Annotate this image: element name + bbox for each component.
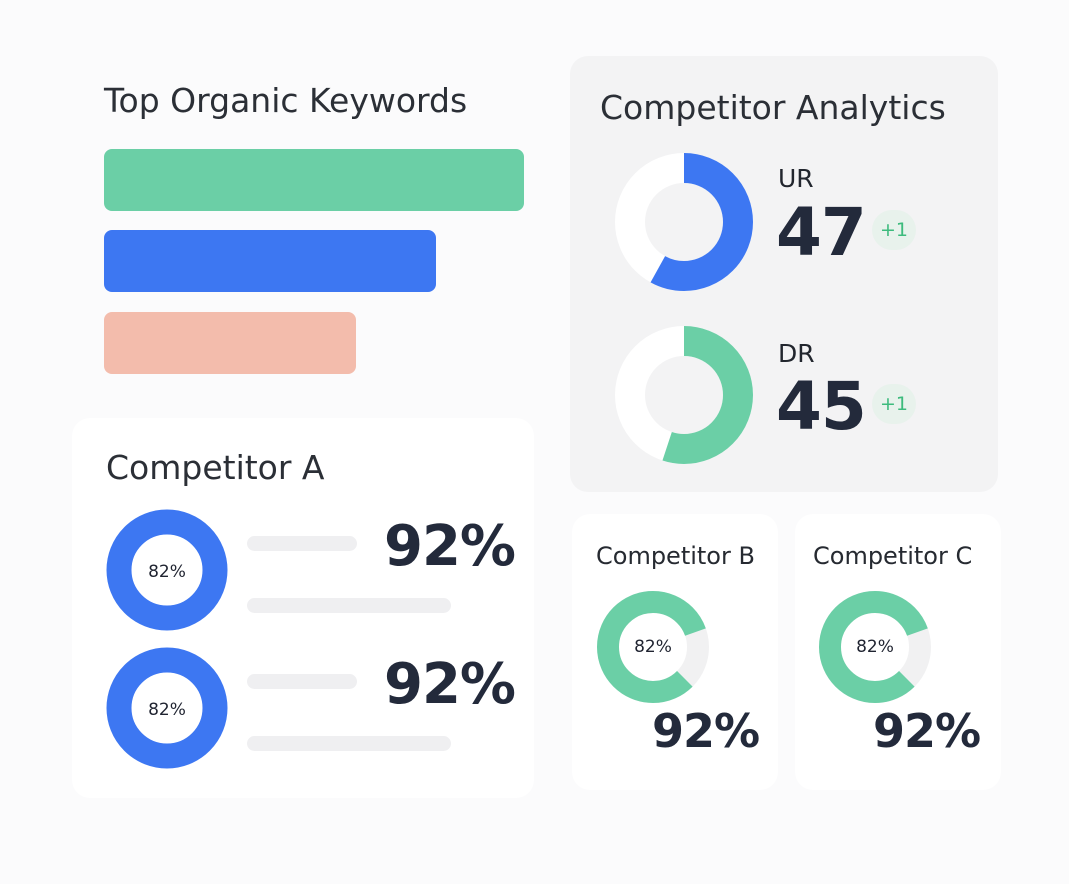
competitor-a-value-2: 92% [384, 652, 516, 717]
competitor-c-ring-arc [819, 591, 931, 703]
dr-donut-chart [615, 326, 753, 464]
placeholder-line [247, 536, 357, 551]
competitor-analytics-card: Competitor Analytics UR 47 +1 DR 45 +1 [570, 56, 998, 492]
dr-label: DR [778, 339, 815, 368]
placeholder-line [247, 674, 357, 689]
competitor-c-value: 92% [873, 704, 981, 758]
ur-value: 47 [776, 194, 867, 271]
competitor-b-card: Competitor B 82% 92% [572, 514, 778, 790]
competitor-b-ring [597, 591, 709, 703]
competitor-a-value-1: 92% [384, 514, 516, 579]
competitor-c-title: Competitor C [813, 542, 973, 570]
dr-donut-arc [615, 326, 753, 464]
ur-label: UR [778, 164, 814, 193]
ur-delta-badge: +1 [872, 210, 916, 250]
placeholder-line [247, 736, 451, 751]
analytics-title: Competitor Analytics [600, 88, 946, 127]
competitor-a-ring-label-1: 82% [148, 562, 186, 582]
placeholder-line [247, 598, 451, 613]
competitor-a-card: Competitor A 82% 92% 82% 92% [72, 418, 534, 798]
competitor-a-ring-label-2: 82% [148, 700, 186, 720]
keyword-bar-1[interactable] [104, 149, 524, 211]
keyword-bar-2[interactable] [104, 230, 436, 292]
competitor-a-ring-2 [106, 647, 228, 769]
competitor-a-ring-1 [106, 509, 228, 631]
competitor-b-value: 92% [652, 704, 760, 758]
dr-value: 45 [776, 368, 867, 445]
competitor-a-title: Competitor A [106, 448, 325, 487]
competitor-b-ring-arc [597, 591, 709, 703]
competitor-b-title: Competitor B [596, 542, 755, 570]
competitor-c-ring [819, 591, 931, 703]
ur-donut-chart [615, 153, 753, 291]
ur-donut-arc [615, 153, 753, 291]
competitor-c-ring-label: 82% [856, 637, 894, 657]
keyword-bar-3[interactable] [104, 312, 356, 374]
dr-delta-badge: +1 [872, 384, 916, 424]
competitor-c-card: Competitor C 82% 92% [795, 514, 1001, 790]
keywords-card: Top Organic Keywords [70, 55, 550, 405]
keywords-title: Top Organic Keywords [104, 81, 468, 120]
competitor-b-ring-label: 82% [634, 637, 672, 657]
